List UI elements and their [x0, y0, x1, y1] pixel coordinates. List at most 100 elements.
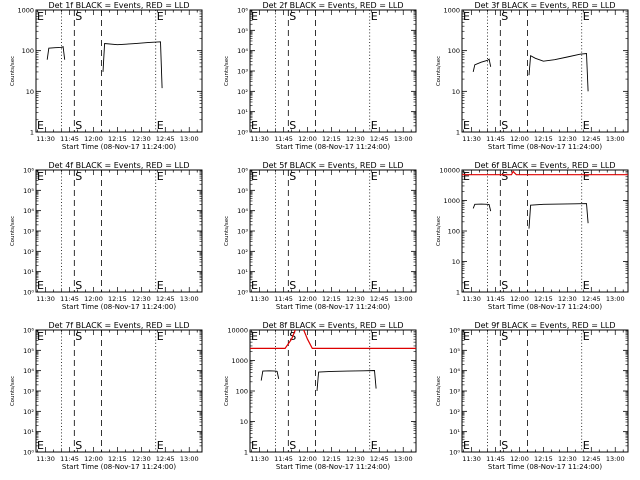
chart-title: Det 9f BLACK = Events, RED = LLD — [474, 321, 615, 330]
x-tick-label: 13:00 — [394, 135, 413, 143]
x-tick-label: 12:00 — [298, 135, 317, 143]
marker-label-bottom: S — [289, 439, 296, 452]
marker-label-bottom: E — [157, 439, 164, 452]
marker-label-top: E — [37, 330, 44, 343]
marker-label-bottom: S — [501, 119, 508, 132]
x-tick-label: 12:00 — [298, 295, 317, 303]
marker-label-bottom: S — [501, 279, 508, 292]
x-tick-label: 12:30 — [132, 135, 151, 143]
chart-title: Det 1f BLACK = Events, RED = LLD — [48, 1, 189, 10]
x-tick-label: 11:30 — [36, 135, 55, 143]
x-tick-label: 11:45 — [60, 295, 79, 303]
x-tick-label: 12:45 — [582, 455, 601, 463]
panel-1: Det 1f BLACK = Events, RED = LLD 1 10 100 10… — [10, 1, 203, 151]
y-tick-label: 1000 — [17, 7, 34, 15]
y-axis-label: Counts/sec — [224, 376, 230, 406]
x-axis-label: Start Time (08-Nov-17 11:24:00) — [62, 303, 176, 311]
x-tick-label: 11:30 — [462, 135, 481, 143]
y-tick-label: 10⁰ — [237, 129, 248, 137]
marker-label-bottom: E — [251, 439, 258, 452]
plot-frame — [35, 169, 203, 293]
x-axis-label: Start Time (08-Nov-17 11:24:00) — [62, 143, 176, 151]
x-tick-label: 12:30 — [132, 455, 151, 463]
marker-label-bottom: S — [289, 279, 296, 292]
marker-label-bottom: E — [37, 439, 44, 452]
x-tick-label: 13:00 — [180, 295, 199, 303]
marker-label-top: E — [583, 170, 590, 183]
x-tick-label: 12:30 — [558, 455, 577, 463]
y-tick-label: 10⁵ — [449, 347, 460, 355]
x-tick-label: 12:15 — [108, 135, 127, 143]
x-tick-label: 12:15 — [322, 455, 341, 463]
y-tick-label: 10² — [449, 408, 460, 416]
marker-label-bottom: S — [501, 439, 508, 452]
chart-title: Det 3f BLACK = Events, RED = LLD — [474, 1, 615, 10]
y-tick-label: 10⁰ — [449, 449, 460, 457]
chart-title: Det 6f BLACK = Events, RED = LLD — [474, 161, 615, 170]
x-tick-label: 12:45 — [156, 295, 175, 303]
x-axis-label: Start Time (08-Nov-17 11:24:00) — [276, 303, 390, 311]
x-tick-label: 13:00 — [394, 295, 413, 303]
x-tick-label: 12:00 — [510, 455, 529, 463]
marker-label-bottom: E — [157, 119, 164, 132]
x-tick-label: 12:00 — [298, 455, 317, 463]
y-tick-label: 10⁴ — [23, 207, 34, 215]
marker-label-bottom: E — [583, 439, 590, 452]
marker-label-bottom: S — [75, 279, 82, 292]
y-tick-label: 10⁶ — [23, 167, 34, 175]
y-tick-label: 10⁶ — [23, 327, 34, 335]
y-tick-label: 10⁴ — [449, 367, 460, 375]
x-tick-label: 12:00 — [510, 135, 529, 143]
plot-frame — [249, 9, 417, 133]
panel-2: Det 2f BLACK = Events, RED = LLD 10⁰ 10¹ 10… — [224, 1, 417, 151]
y-tick-label: 100 — [448, 47, 460, 55]
marker-label-top: E — [37, 10, 44, 23]
plot-frame — [249, 169, 417, 293]
y-tick-label: 10⁵ — [23, 347, 34, 355]
events-series-2 — [528, 53, 589, 92]
marker-label-bottom: E — [583, 279, 590, 292]
x-tick-label: 11:45 — [60, 455, 79, 463]
marker-label-top: E — [157, 170, 164, 183]
x-tick-label: 11:30 — [250, 295, 269, 303]
marker-label-top: S — [289, 170, 296, 183]
panel-8: Det 8f BLACK = Events, RED = LLD 1 10 100 10… — [224, 321, 417, 471]
x-tick-label: 12:00 — [510, 295, 529, 303]
y-axis-label: Counts/sec — [436, 376, 442, 406]
panel-4: Det 4f BLACK = Events, RED = LLD 10⁰ 10¹ 10… — [10, 161, 203, 311]
x-tick-label: 12:00 — [84, 455, 103, 463]
y-tick-label: 10 — [240, 418, 248, 426]
x-tick-label: 12:00 — [84, 295, 103, 303]
marker-label-bottom: S — [289, 119, 296, 132]
events-series-2 — [472, 203, 492, 212]
x-tick-label: 11:45 — [486, 135, 505, 143]
y-tick-label: 10⁴ — [23, 367, 34, 375]
marker-label-top: E — [371, 330, 378, 343]
x-axis-label: Start Time (08-Nov-17 11:24:00) — [276, 463, 390, 471]
y-tick-label: 100 — [236, 388, 248, 396]
x-axis-label: Start Time (08-Nov-17 11:24:00) — [488, 143, 602, 151]
chart-title: Det 7f BLACK = Events, RED = LLD — [48, 321, 189, 330]
y-axis-label: Counts/sec — [10, 56, 16, 86]
x-axis-label: Start Time (08-Nov-17 11:24:00) — [62, 463, 176, 471]
x-tick-label: 12:15 — [322, 135, 341, 143]
y-tick-label: 1 — [244, 449, 248, 457]
events-series-2 — [260, 370, 280, 381]
y-tick-label: 10¹ — [237, 268, 248, 276]
marker-label-top: E — [251, 330, 258, 343]
y-tick-label: 10⁴ — [237, 207, 248, 215]
y-axis-label: Counts/sec — [436, 216, 442, 246]
marker-label-bottom: E — [371, 279, 378, 292]
x-tick-label: 12:15 — [534, 135, 553, 143]
x-tick-label: 12:30 — [558, 295, 577, 303]
marker-label-top: E — [583, 10, 590, 23]
y-tick-label: 10² — [23, 408, 34, 416]
events-series-1 — [46, 46, 66, 60]
y-tick-label: 10³ — [449, 388, 460, 396]
x-tick-label: 13:00 — [394, 455, 413, 463]
marker-label-top: E — [583, 330, 590, 343]
x-tick-label: 12:30 — [346, 135, 365, 143]
x-tick-label: 11:30 — [250, 455, 269, 463]
x-tick-label: 11:30 — [462, 295, 481, 303]
marker-label-top: E — [37, 170, 44, 183]
